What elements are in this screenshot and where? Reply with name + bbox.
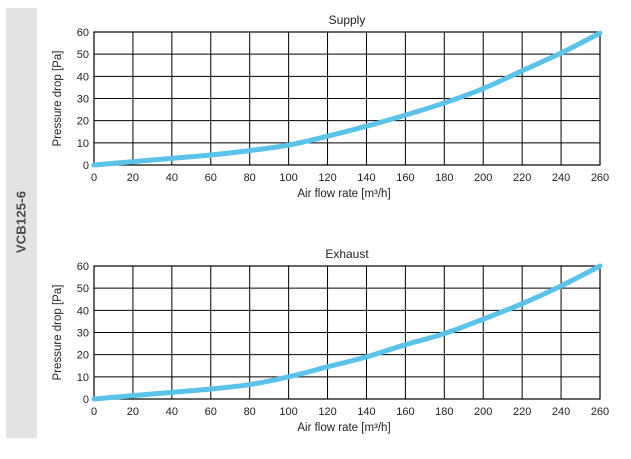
supply-y-tick-label: 0 (83, 160, 89, 172)
exhaust-x-tick-label: 40 (166, 406, 178, 418)
supply-plot-frame (93, 31, 601, 166)
supply-title: Supply (329, 13, 366, 27)
supply-x-tick-label: 120 (318, 172, 336, 184)
exhaust-x-tick-label: 120 (318, 406, 336, 418)
exhaust-pressure-curve (91, 263, 603, 402)
exhaust-y-tick-label: 0 (83, 394, 89, 406)
side-band (6, 8, 37, 438)
supply-y-tick-label: 10 (77, 138, 89, 150)
supply-x-tick-label: 40 (166, 172, 178, 184)
supply-x-tick-label: 240 (552, 172, 570, 184)
supply-x-tick-label: 80 (244, 172, 256, 184)
supply-x-tick-label: 260 (591, 172, 609, 184)
supply-x-axis-title: Air flow rate [m³/h] (297, 188, 390, 200)
exhaust-x-tick-label: 160 (396, 406, 414, 418)
exhaust-x-tick-label: 0 (91, 406, 97, 418)
exhaust-x-tick-label: 220 (513, 406, 531, 418)
exhaust-y-tick-label: 10 (77, 372, 89, 384)
supply-y-tick-label: 20 (77, 116, 89, 128)
supply-x-tick-label: 180 (435, 172, 453, 184)
exhaust-x-tick-label: 20 (127, 406, 139, 418)
exhaust-x-axis-title: Air flow rate [m³/h] (297, 422, 390, 434)
exhaust-x-tick-label: 260 (591, 406, 609, 418)
supply-pressure-curve (91, 30, 603, 168)
exhaust-title: Exhaust (325, 247, 369, 261)
exhaust-y-axis-title: Pressure drop [Pa] (52, 285, 64, 381)
exhaust-x-tick-label: 100 (279, 406, 297, 418)
exhaust-x-tick-label: 60 (205, 406, 217, 418)
supply-x-tick-label: 140 (357, 172, 375, 184)
exhaust-y-tick-label: 60 (77, 261, 89, 273)
supply-x-tick-label: 60 (205, 172, 217, 184)
supply-x-tick-label: 0 (91, 172, 97, 184)
supply-x-tick-label: 160 (396, 172, 414, 184)
supply-y-tick-label: 40 (77, 71, 89, 83)
exhaust-y-tick-label: 20 (77, 350, 89, 362)
supply-y-tick-label: 30 (77, 94, 89, 106)
exhaust-y-tick-label: 30 (77, 328, 89, 340)
exhaust-y-tick-label: 40 (77, 305, 89, 317)
exhaust-x-tick-label: 80 (244, 406, 256, 418)
exhaust-plot-frame (93, 265, 601, 400)
supply-y-axis-title: Pressure drop [Pa] (52, 51, 64, 147)
supply-x-tick-label: 200 (474, 172, 492, 184)
exhaust-x-tick-label: 140 (357, 406, 375, 418)
exhaust-x-tick-label: 240 (552, 406, 570, 418)
exhaust-y-tick-label: 50 (77, 283, 89, 295)
exhaust-x-tick-label: 200 (474, 406, 492, 418)
supply-x-tick-label: 100 (279, 172, 297, 184)
exhaust-x-tick-label: 180 (435, 406, 453, 418)
supply-x-tick-label: 220 (513, 172, 531, 184)
supply-y-tick-label: 50 (77, 49, 89, 61)
supply-x-tick-label: 20 (127, 172, 139, 184)
supply-y-tick-label: 60 (77, 27, 89, 39)
